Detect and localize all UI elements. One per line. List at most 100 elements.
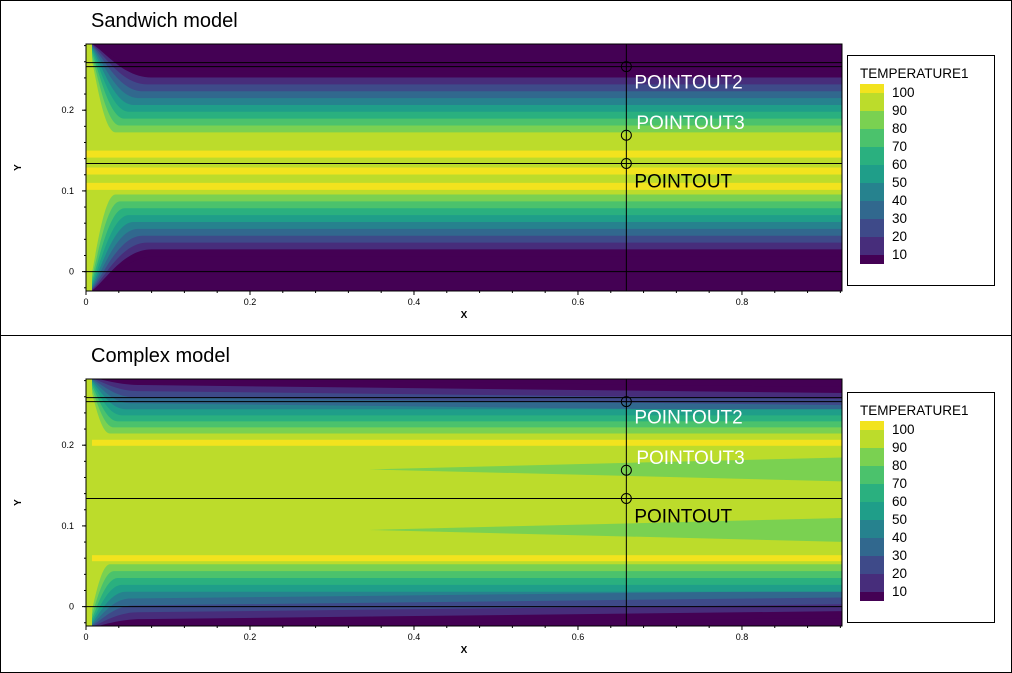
legend-entry: 10 (860, 583, 990, 601)
x-tick-label: 0.2 (244, 297, 257, 307)
legend-swatch (860, 529, 884, 547)
legend-entry: 20 (860, 228, 990, 246)
legend-label: 10 (892, 584, 908, 599)
legend-swatch (860, 210, 884, 228)
y-tick-label: 0 (69, 602, 74, 612)
contour-field (86, 44, 842, 291)
legend-swatch (860, 84, 884, 102)
temperature-legend: TEMPERATURE1 100 90 80 70 60 50 40 30 20 10 (847, 392, 995, 623)
chart-title: Sandwich model (91, 10, 238, 32)
legend-label: 100 (892, 85, 915, 100)
x-tick-label: 0.2 (244, 632, 257, 642)
contour-band (86, 379, 92, 626)
y-axis-label: Y (13, 164, 24, 171)
legend-label: 60 (892, 157, 908, 172)
contour-band (368, 457, 842, 482)
legend-entry: 30 (860, 547, 990, 565)
probe-point (620, 464, 632, 476)
legend-swatch (860, 174, 884, 192)
legend-entry: 30 (860, 210, 990, 228)
legend-swatch (860, 493, 884, 511)
point-label: POINTOUT3 (636, 448, 744, 469)
contour-band (86, 44, 92, 291)
legend-entry: 100 (860, 421, 990, 439)
sandwich-model-contour-plot: POINTOUT2 POINTOUT3 POINTOUT 0 0.2 0.4 0.6 0.8 0… (13, 43, 843, 321)
contour-band (86, 167, 842, 175)
contour-band (86, 150, 842, 158)
complex-model-panel: Complex model POINTOUT2 POINTOUT3 POINTOUT… (0, 335, 1012, 673)
probe-point (620, 129, 632, 141)
x-tick-label: 0.6 (572, 297, 585, 307)
legend-label: 40 (892, 530, 908, 545)
legend-label: 70 (892, 139, 908, 154)
legend-label: 50 (892, 175, 908, 190)
legend-swatch (860, 457, 884, 475)
legend-label: 80 (892, 458, 908, 473)
legend-label: 30 (892, 548, 908, 563)
legend-swatch (860, 120, 884, 138)
x-tick-label: 0.4 (408, 297, 421, 307)
legend-swatch (860, 511, 884, 529)
legend-entry: 90 (860, 102, 990, 120)
x-tick-label: 0.8 (736, 632, 749, 642)
point-label: POINTOUT (634, 171, 732, 192)
legend-swatch (860, 102, 884, 120)
complex-model-contour-plot: POINTOUT2 POINTOUT3 POINTOUT 0 0.2 0.4 0.6 0.8 0… (13, 378, 843, 656)
plot-frame (85, 43, 843, 292)
point-label: POINTOUT (634, 506, 732, 527)
legend-label: 60 (892, 494, 908, 509)
contour-band (86, 44, 842, 291)
contour-band (368, 517, 842, 542)
legend-entry: 90 (860, 439, 990, 457)
y-tick-label: 0.2 (61, 105, 74, 115)
legend-entry: 70 (860, 138, 990, 156)
legend-swatch (860, 246, 884, 264)
legend-title: TEMPERATURE1 (860, 66, 969, 81)
x-tick-label: 0.6 (572, 632, 585, 642)
legend-label: 20 (892, 566, 908, 581)
plot-frame (85, 378, 843, 627)
legend-swatch (860, 565, 884, 583)
x-tick-label: 0.4 (408, 632, 421, 642)
legend-label: 40 (892, 193, 908, 208)
legend-swatch (860, 439, 884, 457)
legend-swatch (860, 583, 884, 601)
legend-label: 90 (892, 103, 908, 118)
x-axis-label: X (461, 645, 468, 656)
legend-swatch (860, 475, 884, 493)
y-tick-label: 0.2 (61, 440, 74, 450)
probe-point (620, 61, 632, 73)
contour-band (86, 182, 842, 190)
legend-swatch (860, 138, 884, 156)
legend-swatch (860, 421, 884, 439)
y-tick-label: 0.1 (61, 186, 74, 196)
legend-entry: 20 (860, 565, 990, 583)
legend-label: 80 (892, 121, 908, 136)
legend-label: 70 (892, 476, 908, 491)
y-tick-label: 0 (69, 267, 74, 277)
legend-label: 90 (892, 440, 908, 455)
legend-entry: 100 (860, 84, 990, 102)
legend-entry: 70 (860, 475, 990, 493)
legend-label: 100 (892, 422, 915, 437)
legend-swatch (860, 547, 884, 565)
y-axis-label: Y (13, 499, 24, 506)
legend-title: TEMPERATURE1 (860, 403, 969, 418)
x-axis-label: X (461, 310, 468, 321)
legend-entry: 50 (860, 174, 990, 192)
legend-entry: 40 (860, 192, 990, 210)
legend-label: 20 (892, 229, 908, 244)
legend-entry: 80 (860, 457, 990, 475)
legend-entry: 60 (860, 493, 990, 511)
x-tick-label: 0.8 (736, 297, 749, 307)
point-label: POINTOUT2 (634, 408, 742, 429)
legend-label: 10 (892, 247, 908, 262)
legend-entry: 50 (860, 511, 990, 529)
legend-label: 50 (892, 512, 908, 527)
legend-swatch (860, 228, 884, 246)
contour-field (86, 379, 842, 626)
legend-swatch (860, 156, 884, 174)
sandwich-model-panel: Sandwich model POINTOUT2 POINTOUT3 POINTOU… (0, 0, 1012, 336)
legend-label: 30 (892, 211, 908, 226)
point-label: POINTOUT3 (636, 113, 744, 134)
